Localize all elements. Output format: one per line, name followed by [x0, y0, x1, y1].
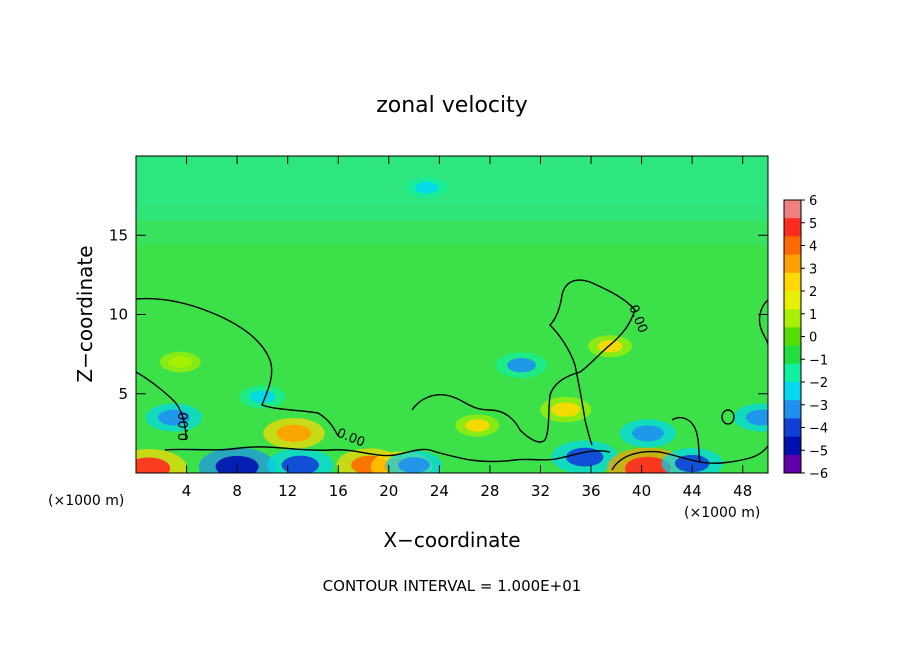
x-tick-label: 16	[329, 482, 348, 500]
field-feature-core	[674, 454, 710, 473]
contour-lower-mid	[429, 449, 611, 463]
field-feature-core	[281, 455, 320, 473]
contour-right-edge	[758, 299, 768, 346]
colorbar	[784, 200, 801, 474]
field-feature-core	[566, 447, 604, 467]
colorbar-swatch	[784, 382, 801, 401]
contour-interval-note: CONTOUR INTERVAL = 1.000E+01	[323, 577, 582, 595]
colorbar-swatch	[784, 291, 801, 310]
x-tick-label: 40	[632, 482, 651, 500]
field-feature-core	[168, 356, 192, 368]
colorbar-label: 4	[809, 240, 817, 255]
y-axis-label: Z−coordinate	[73, 245, 97, 382]
x-tick-label: 28	[480, 482, 499, 500]
colorbar-label: −6	[809, 467, 828, 482]
contour-ring	[721, 409, 735, 425]
contour-left-lobe-inner	[136, 371, 187, 441]
field-feature-core	[136, 457, 171, 473]
field-feature-core	[624, 456, 671, 473]
zero-contours	[136, 279, 768, 471]
colorbar-swatch	[784, 418, 801, 438]
y-tick-label: 10	[109, 306, 128, 324]
colorbar-swatch	[784, 218, 801, 237]
y-axis-ticks: 5 10 15	[109, 226, 768, 403]
chart-title: zonal velocity	[376, 93, 528, 118]
colorbar-swatch	[784, 200, 801, 219]
colorbar-label: 0	[809, 331, 817, 346]
contour-right-bump	[671, 416, 701, 463]
field-feature-core	[745, 409, 768, 426]
colorbar-swatch	[784, 400, 801, 419]
colorbar-swatch	[784, 236, 801, 256]
field-feature-core	[507, 358, 536, 373]
field-feature-core	[632, 425, 664, 442]
field-feature-core	[215, 455, 259, 473]
x-tick-label: 24	[430, 482, 449, 500]
x-tick-label: 8	[232, 482, 242, 500]
contour-left-lobe	[136, 297, 339, 437]
colorbar-label: −1	[809, 353, 828, 368]
colorbar-label: 3	[809, 262, 817, 277]
colorbar-swatch	[784, 309, 801, 328]
contour-lower-band	[164, 446, 431, 457]
colorbar-label: 2	[809, 285, 817, 300]
colorbar-label: −2	[809, 376, 828, 391]
colorbar-swatch	[784, 363, 801, 383]
colorbar-swatch	[784, 254, 801, 274]
heatmap-field: 0.00 0.00 0.00	[136, 156, 768, 473]
colorbar-swatch	[784, 345, 801, 365]
x-tick-label: 36	[581, 482, 600, 500]
field-feature-core	[398, 457, 430, 473]
colorbar-label: 5	[809, 217, 817, 232]
field-feature-core	[414, 181, 439, 194]
x-unit-right: (×1000 m)	[684, 505, 760, 521]
colorbar-label: 1	[809, 308, 817, 323]
x-tick-label: 48	[733, 482, 752, 500]
contour-label-left: 0.00	[177, 412, 192, 441]
x-tick-label: 12	[278, 482, 297, 500]
field-mid-band	[136, 205, 768, 245]
colorbar-swatch	[784, 327, 801, 347]
colorbar-swatch	[784, 436, 801, 456]
x-axis-ticks: 4 8 12 16 20 24 28 32 36 40 44 48	[182, 156, 752, 500]
colorbar-label: −4	[809, 422, 828, 437]
x-tick-label: 32	[531, 482, 550, 500]
x-tick-label: 44	[683, 482, 702, 500]
field-feature-core	[597, 340, 623, 353]
field-feature-core	[464, 419, 490, 432]
colorbar-label: −5	[809, 444, 828, 459]
colorbar-label: 6	[809, 194, 817, 209]
x-axis-label: X−coordinate	[383, 528, 520, 552]
y-tick-label: 5	[118, 385, 128, 403]
colorbar-labels: 6 5 4 3 2 1 0 −1 −2 −3 −4 −5 −6	[801, 194, 828, 482]
field-feature-core	[551, 402, 581, 417]
colorbar-label: −3	[809, 399, 828, 414]
colorbar-swatch	[784, 454, 801, 474]
colorbar-swatch	[784, 272, 801, 292]
x-tick-label: 20	[379, 482, 398, 500]
x-unit-left: (×1000 m)	[48, 493, 124, 509]
contour-mid	[411, 279, 636, 446]
field-feature-core	[249, 390, 276, 404]
y-tick-label: 15	[109, 226, 128, 244]
x-tick-label: 4	[182, 482, 192, 500]
field-feature-core	[276, 424, 312, 443]
